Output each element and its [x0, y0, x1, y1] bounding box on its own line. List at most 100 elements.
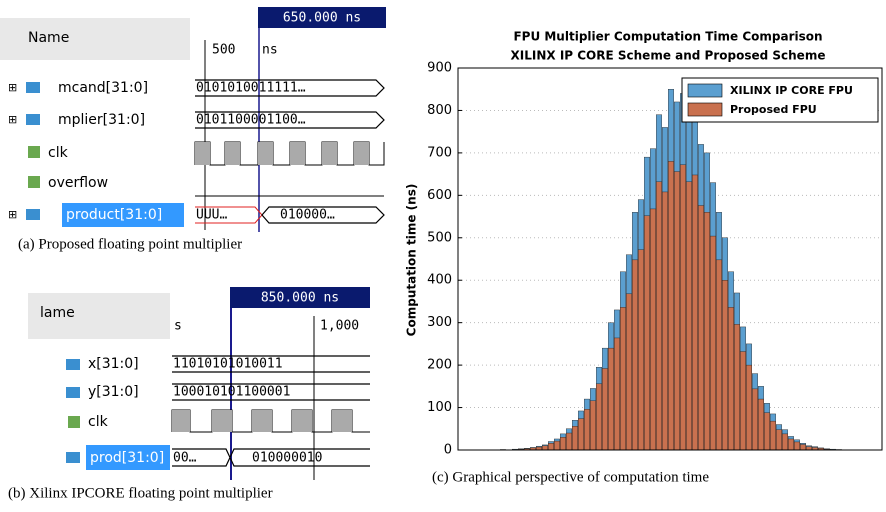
bar — [806, 447, 811, 450]
signal-name: x[31:0] — [88, 356, 139, 372]
y-tick-label: 100 — [427, 400, 452, 415]
time-label: s — [174, 319, 182, 334]
bar — [668, 161, 673, 450]
bit-icon — [68, 416, 80, 428]
bar — [584, 409, 589, 450]
bar — [596, 384, 601, 450]
panel-b: lame 850.000 ns s 1,000 x[31:0] 11010101… — [8, 287, 370, 501]
header: Name — [28, 30, 69, 46]
bar — [764, 413, 769, 450]
bar — [680, 165, 685, 450]
signal-name: mplier[31:0] — [58, 112, 145, 128]
bar — [650, 209, 655, 450]
legend-label: XILINX IP CORE FPU — [730, 84, 853, 97]
time-label: 500 — [212, 43, 235, 58]
chart-title: FPU Multiplier Computation Time Comparis… — [513, 30, 822, 44]
bar — [740, 352, 745, 450]
bus-icon — [66, 359, 80, 370]
bar — [692, 175, 697, 450]
bar — [590, 401, 595, 450]
time-label: ns — [262, 43, 278, 58]
signal-value: 0101010011111… — [196, 81, 306, 96]
bar — [788, 439, 793, 450]
bus-icon — [66, 452, 80, 463]
time-label: 1,000 — [320, 319, 359, 334]
bar — [638, 250, 643, 450]
bar — [728, 307, 733, 450]
y-tick-label: 400 — [427, 273, 452, 288]
bar — [734, 324, 739, 450]
bar — [782, 434, 787, 450]
header: lame — [40, 305, 75, 321]
caption: (b) Xilinx IPCORE floating point multipl… — [8, 485, 273, 501]
bar — [560, 437, 565, 450]
y-tick-label: 600 — [427, 188, 452, 203]
bar — [704, 212, 709, 450]
signal-value: 010000010 — [252, 451, 322, 466]
bar — [644, 216, 649, 450]
signal-name: clk — [88, 414, 109, 430]
panel-a: Name 650.000 ns 500 ns ⊞ mcand[31:0] 010… — [0, 7, 386, 252]
bar — [800, 444, 805, 450]
caption: (a) Proposed floating point multiplier — [18, 236, 242, 252]
bar — [548, 443, 553, 450]
clk-fill — [195, 142, 369, 165]
bar — [554, 441, 559, 450]
signal-name: y[31:0] — [88, 384, 139, 400]
signal-name: mcand[31:0] — [58, 80, 148, 96]
bit-icon — [28, 146, 40, 158]
caption: (c) Graphical perspective of computation… — [432, 469, 709, 485]
bar — [752, 389, 757, 450]
bar — [542, 446, 547, 450]
bar — [662, 192, 667, 450]
bar — [656, 182, 661, 450]
expand-icon: ⊞ — [8, 81, 17, 94]
expand-icon: ⊞ — [8, 113, 17, 126]
expand-icon: ⊞ — [8, 208, 17, 221]
cursor-label: 850.000 ns — [261, 291, 339, 306]
signal-name: product[31:0] — [66, 207, 162, 223]
bar — [602, 369, 607, 450]
y-tick-label: 0 — [444, 443, 452, 458]
bar — [572, 426, 577, 450]
histogram-chart: FPU Multiplier Computation Time Comparis… — [405, 30, 883, 486]
bar — [614, 338, 619, 450]
signal-value: 100010101100001 — [173, 385, 290, 400]
bar — [758, 399, 763, 450]
y-tick-label: 200 — [427, 358, 452, 373]
bus-icon — [26, 82, 40, 93]
legend-label: Proposed FPU — [730, 103, 817, 116]
bar — [746, 365, 751, 450]
legend-swatch — [688, 103, 722, 116]
bit-icon — [28, 176, 40, 188]
signal-name: overflow — [48, 175, 108, 191]
signal-name: clk — [48, 145, 69, 161]
y-tick-label: 300 — [427, 315, 452, 330]
signal-value: 0101100001100… — [196, 113, 306, 128]
figure: Name 650.000 ns 500 ns ⊞ mcand[31:0] 010… — [0, 0, 886, 508]
bar — [770, 421, 775, 450]
signal-value: 11010101010011 — [173, 357, 283, 372]
bar — [722, 280, 727, 450]
bus-icon — [26, 114, 40, 125]
bus-icon — [26, 209, 40, 220]
bar — [776, 430, 781, 450]
clk-fill — [172, 410, 352, 432]
bar — [686, 182, 691, 450]
bar — [626, 294, 631, 450]
bar — [674, 172, 679, 450]
bar — [716, 260, 721, 450]
y-tick-label: 500 — [427, 230, 452, 245]
bar — [566, 433, 571, 450]
y-axis-label: Computation time (ns) — [405, 184, 419, 337]
bar — [710, 236, 715, 450]
cursor-label: 650.000 ns — [283, 11, 361, 26]
signal-value: 00… — [173, 451, 197, 466]
chart-title: XILINX IP CORE Scheme and Proposed Schem… — [511, 49, 826, 63]
y-tick-label: 700 — [427, 145, 452, 160]
bar — [578, 419, 583, 450]
signal-value: UUU… — [196, 208, 227, 223]
y-tick-label: 800 — [427, 103, 452, 118]
legend-swatch — [688, 84, 722, 97]
y-tick-label: 900 — [427, 61, 452, 76]
